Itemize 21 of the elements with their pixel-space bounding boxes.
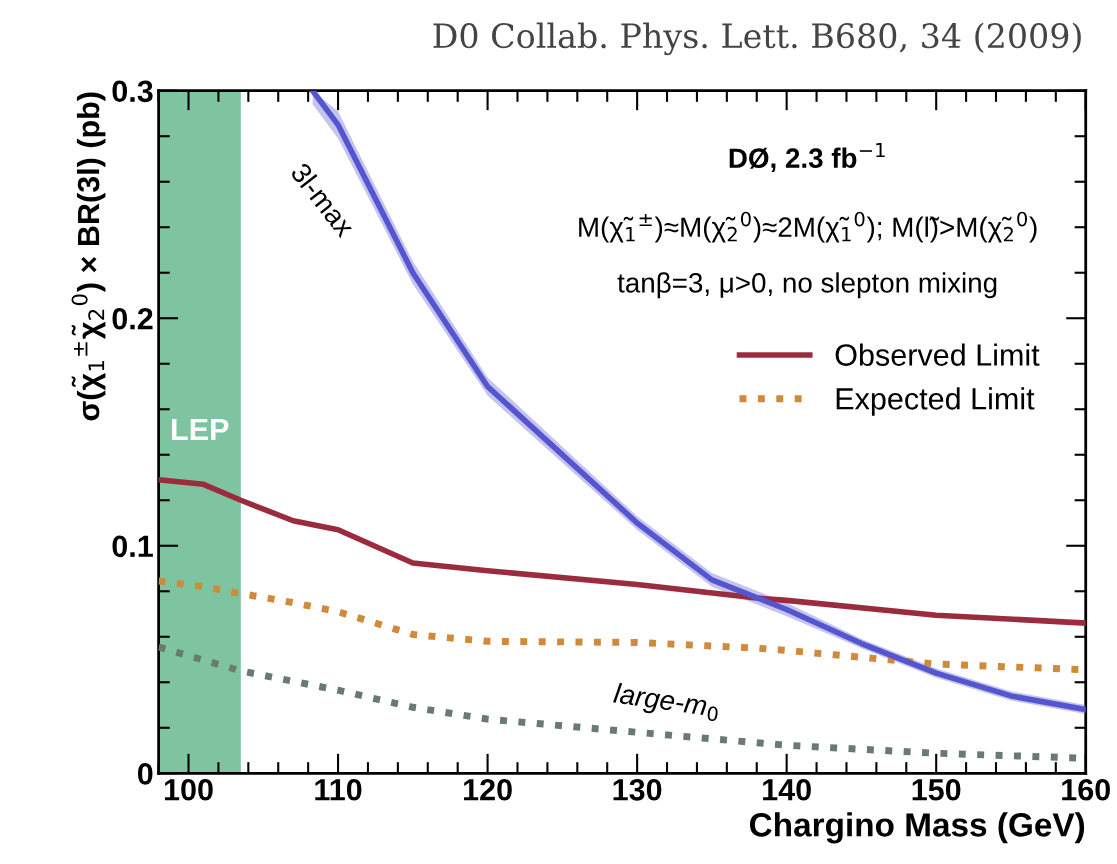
- annotation: tanβ=3, μ>0, no slepton mixing: [617, 272, 997, 299]
- text: D0 Collab. Phys. Lett. B680, 34 (2009): [433, 22, 1081, 56]
- x-tick-label: 160: [1062, 778, 1110, 801]
- y-tick-label: 0.3: [112, 80, 153, 103]
- legend-label: Expected Limit: [836, 387, 1035, 416]
- annotation: large-m$_{0}$: [612, 682, 720, 723]
- text: M(χ̃$_{1}$$^{±}$)≈M(χ̃$_{2}$$^{0}$)≈2M(χ̃$_{1}$$^{0}$); M(l̃)>M(χ̃$_{2}$$^{0}$): [579, 211, 1037, 243]
- x-tick-label: 150: [912, 778, 961, 801]
- y-tick-label: 0: [137, 763, 153, 785]
- band-label: LEP: [172, 418, 229, 440]
- legend-label: Observed Limit: [835, 343, 1040, 366]
- y-tick-label: 0.1: [112, 535, 153, 558]
- annotation: DØ, 2.3 fb$^{−1}$: [729, 142, 885, 173]
- x-tick-label: 140: [763, 778, 811, 801]
- x-axis-title: Chargino Mass (GeV): [750, 812, 1085, 844]
- y-tick-label: 0.2: [112, 307, 153, 330]
- x-tick-label: 120: [464, 778, 512, 801]
- x-tick-label: 110: [315, 778, 362, 801]
- x-tick-label: 130: [613, 778, 662, 801]
- y-axis-title: σ(χ̃$_{1}$$^{±}$χ̃$_{2}$$^{0}$) × BR(3l) (pb): [71, 92, 106, 421]
- x-tick-label: 100: [164, 778, 213, 801]
